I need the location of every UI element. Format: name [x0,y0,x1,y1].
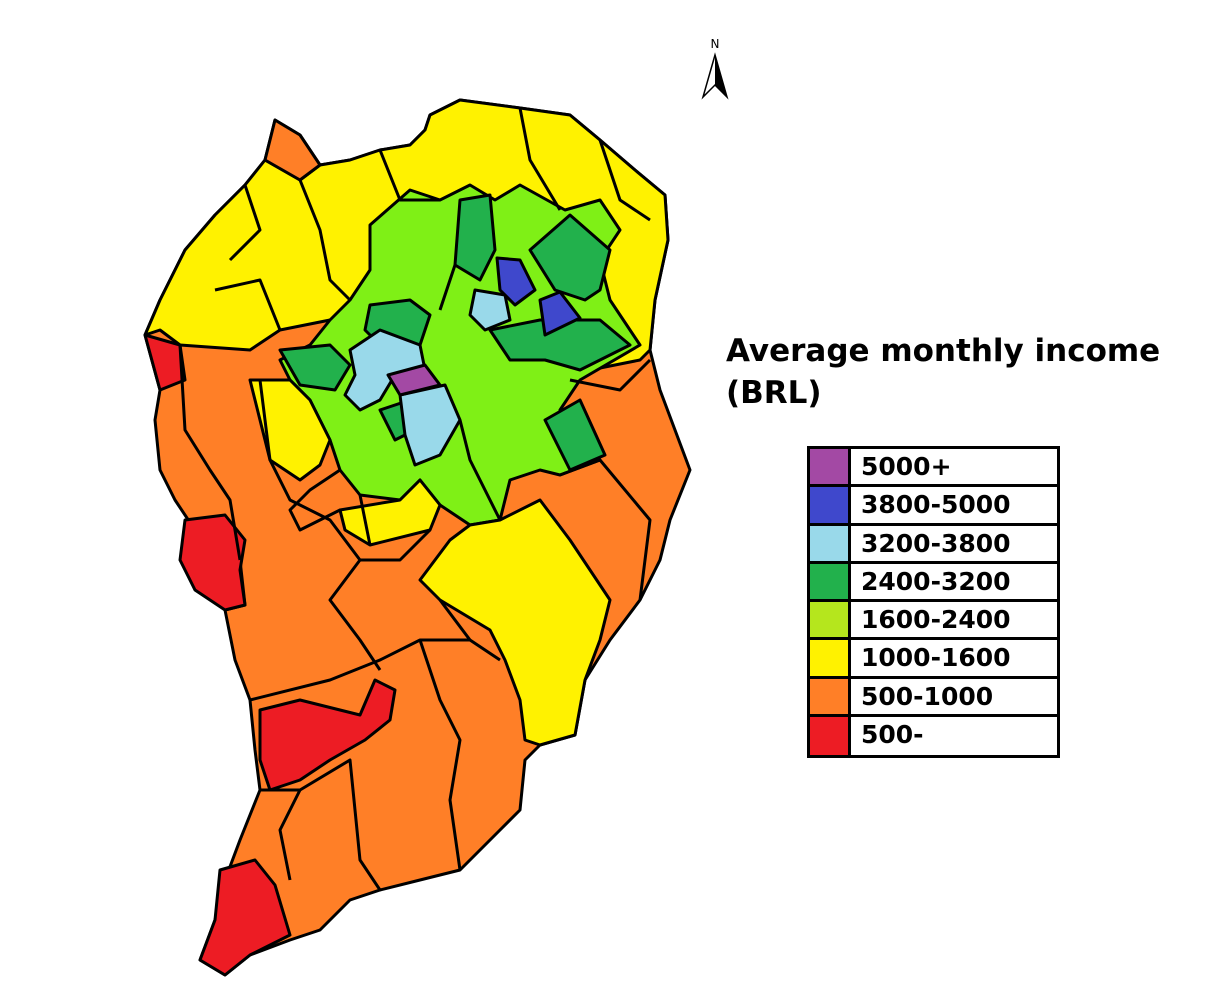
legend-row: 5000+ [810,449,1057,488]
legend-row: 2400-3200 [810,563,1057,603]
region-center-blue-1 [495,256,537,307]
legend-row: 1000-1600 [810,640,1057,679]
region-center-darkgreen-7 [543,398,607,472]
legend-row: 500-1000 [810,678,1057,718]
legend-swatch [810,678,851,715]
legend-title: Average monthly income (BRL) [726,333,1161,411]
region-center-darkgreen-1 [528,213,612,302]
region-center-purple [386,363,442,397]
legend-swatch [810,640,851,676]
legend-label: 500- [861,720,924,750]
legend-label: 1000-1600 [861,643,1011,673]
region-southeast-yellow [418,498,612,747]
legend-label: 1600-2400 [861,605,1011,635]
legend-row: 500- [810,717,1057,756]
region-center-yellow [338,478,442,547]
north-arrow: N [701,37,729,100]
region-center-blue-2 [538,290,582,337]
region-center-lightblue-2 [398,383,462,467]
legend-swatch [810,487,851,523]
region-center-darkgreen-5 [453,193,497,282]
legend-swatch [810,563,851,600]
legend-label: 3200-3800 [861,528,1011,558]
region-south-red-1 [258,678,397,792]
legend-label: 2400-3200 [861,566,1011,596]
legend-row: 3800-5000 [810,487,1057,526]
district-regions [143,98,692,977]
region-center-darkgreen-4 [278,343,352,392]
region-northwest-orange [263,118,322,182]
legend-row: 1600-2400 [810,602,1057,641]
region-center-lightblue-3 [468,288,512,332]
region-south-red-2 [198,858,292,977]
legend-swatch [810,602,851,638]
legend-label: 500-1000 [861,681,994,711]
legend-row: 3200-3800 [810,525,1057,564]
legend-label: 3800-5000 [861,490,1011,520]
legend-label: 5000+ [861,452,952,481]
legend-swatch [810,525,851,561]
region-west-red [143,333,187,392]
legend-swatch [810,717,851,756]
legend-swatch [810,449,851,485]
region-southwest-red [178,513,247,612]
legend: 5000+ 3800-5000 3200-3800 2400-3200 1600… [807,446,1060,759]
region-center-lightblue-1 [343,328,427,412]
north-label: N [711,37,720,51]
